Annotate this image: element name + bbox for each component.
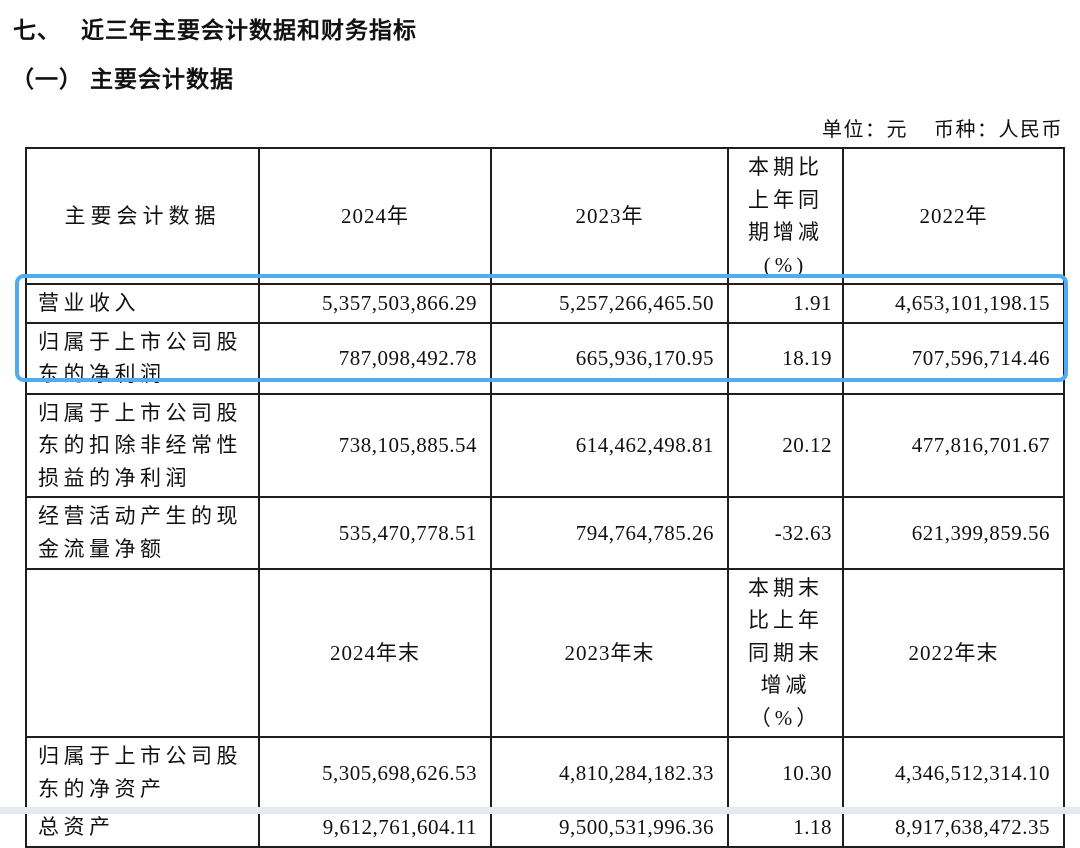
value-2022: 4,653,101,198.15 [842,283,1065,324]
year-2024-header: 2024年 [258,146,492,286]
row-label: 总资产 [25,807,260,848]
value-2023: 665,936,170.95 [490,321,729,395]
value-2022: 477,816,701.67 [842,392,1065,499]
value-change: 18.19 [727,321,844,395]
value-2024: 9,612,761,604.11 [258,807,492,848]
table-row-net-assets: 归属于上市公司股东的净资产 5,305,698,626.53 4,810,284… [25,736,1065,810]
year-2022-header: 2022年 [842,146,1065,286]
table-row-revenue: 营业收入 5,357,503,866.29 5,257,266,465.50 1… [25,283,1065,324]
year-end-2022-header: 2022年末 [842,567,1065,739]
value-2023: 614,462,498.81 [490,392,729,499]
subsection-heading: （一） 主要会计数据 [11,60,234,94]
period-end-header-row: 2024年末 2023年末 本期末比上年同期末增减（%） 2022年末 [25,567,1065,739]
row-label: 营业收入 [25,283,260,324]
page-bottom-edge [0,807,1080,814]
section-number: 七、 [13,18,61,43]
value-2024: 5,305,698,626.53 [258,736,492,810]
value-2023: 5,257,266,465.50 [490,283,729,324]
accounting-data-table: 主要会计数据 2024年 2023年 本期比上年同期增减(%) 2022年 营业… [25,146,1065,848]
value-2024: 787,098,492.78 [258,321,492,395]
row-label: 归属于上市公司股东的净资产 [25,736,260,810]
row-label: 归属于上市公司股东的净利润 [25,321,260,395]
table-row-net-profit-excl-nonrecurring: 归属于上市公司股东的扣除非经常性损益的净利润 738,105,885.54 61… [25,392,1065,499]
value-2022: 8,917,638,472.35 [842,807,1065,848]
value-2023: 794,764,785.26 [490,496,729,570]
value-2024: 5,357,503,866.29 [258,283,492,324]
value-2022: 4,346,512,314.10 [842,736,1065,810]
table-row-operating-cash-flow: 经营活动产生的现金流量净额 535,470,778.51 794,764,785… [25,496,1065,570]
currency-note: 币种：人民币 [934,119,1063,141]
value-2023: 9,500,531,996.36 [490,807,729,848]
unit-note: 单位：元 [822,119,908,141]
row-label: 经营活动产生的现金流量净额 [25,496,260,570]
value-change: 1.18 [727,807,844,848]
metric-column-header: 主要会计数据 [25,146,260,286]
year-2023-header: 2023年 [490,146,729,286]
value-2023: 4,810,284,182.33 [490,736,729,810]
table-row-net-profit: 归属于上市公司股东的净利润 787,098,492.78 665,936,170… [25,321,1065,395]
value-change: 1.91 [727,283,844,324]
value-2024: 738,105,885.54 [258,392,492,499]
row-label: 归属于上市公司股东的扣除非经常性损益的净利润 [25,392,260,499]
period-end-change-header: 本期末比上年同期末增减（%） [727,567,844,739]
value-change: -32.63 [727,496,844,570]
value-2022: 621,399,859.56 [842,496,1065,570]
yoy-change-header: 本期比上年同期增减(%) [727,146,844,286]
subsection-title: 主要会计数据 [90,67,234,92]
year-end-2024-header: 2024年末 [258,567,492,739]
metric-column-header-empty [25,567,260,739]
value-2024: 535,470,778.51 [258,496,492,570]
subsection-number: （一） [11,67,83,92]
section-title: 近三年主要会计数据和财务指标 [81,18,417,43]
annual-header-row: 主要会计数据 2024年 2023年 本期比上年同期增减(%) 2022年 [25,146,1065,286]
year-end-2023-header: 2023年末 [490,567,729,739]
unit-currency-note: 单位：元 币种：人民币 [25,113,1063,142]
value-change: 20.12 [727,392,844,499]
value-2022: 707,596,714.46 [842,321,1065,395]
value-change: 10.30 [727,736,844,810]
table-row-total-assets: 总资产 9,612,761,604.11 9,500,531,996.36 1.… [25,807,1065,848]
section-heading: 七、 近三年主要会计数据和财务指标 [13,11,417,45]
